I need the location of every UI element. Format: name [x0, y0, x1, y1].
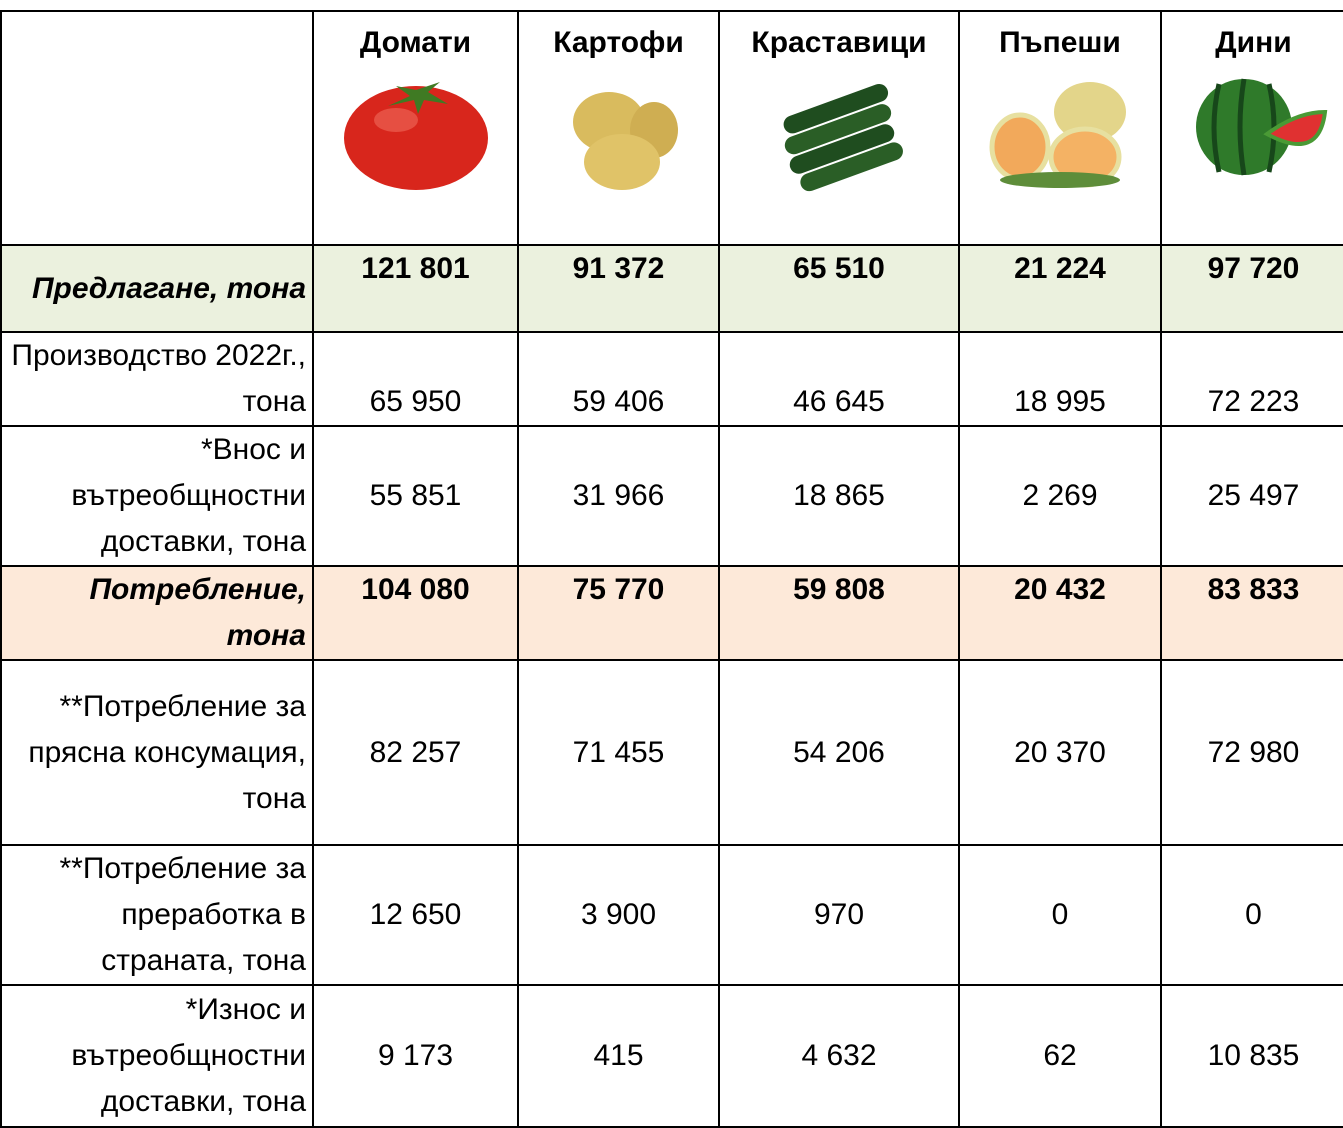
value-cell: 18 995	[959, 332, 1161, 426]
value-cell: 83 833	[1161, 566, 1343, 660]
row-label: *Внос и вътреобщностни доставки, тона	[1, 426, 313, 566]
value-cell: 75 770	[518, 566, 719, 660]
balance-table: Домати Картофи Краставици Пъпеши	[0, 10, 1343, 1128]
value-cell: 54 206	[719, 660, 959, 845]
row-label: Потребление, тона	[1, 566, 313, 660]
row-label: **Потребление за прясна консумация, тона	[1, 660, 313, 845]
value-cell: 46 645	[719, 332, 959, 426]
value-cell: 21 224	[959, 245, 1161, 332]
row-label: **Потребление за преработка в страната, …	[1, 845, 313, 985]
header-row: Домати Картофи Краставици Пъпеши	[1, 11, 1343, 245]
melon-image	[980, 72, 1140, 192]
value-cell: 121 801	[313, 245, 518, 332]
value-cell: 59 808	[719, 566, 959, 660]
table-row: **Потребление за преработка в страната, …	[1, 845, 1343, 985]
column-title: Пъпеши	[960, 12, 1160, 66]
header-cell: Дини	[1161, 11, 1343, 245]
value-cell: 65 950	[313, 332, 518, 426]
value-cell: 62	[959, 985, 1161, 1127]
row-label: Предлагане, тона	[1, 245, 313, 332]
value-cell: 18 865	[719, 426, 959, 566]
row-label: *Износ и вътреобщностни доставки, тона	[1, 985, 313, 1127]
potato-image	[554, 72, 684, 192]
value-cell: 415	[518, 985, 719, 1127]
row-label: Производство 2022г., тона	[1, 332, 313, 426]
value-cell: 59 406	[518, 332, 719, 426]
header-cell: Картофи	[518, 11, 719, 245]
header-cell: Пъпеши	[959, 11, 1161, 245]
page: Table {"table": { "columns": ["Домати", …	[0, 0, 1343, 1113]
column-title: Картофи	[519, 12, 718, 66]
value-cell: 72 980	[1161, 660, 1343, 845]
page-body: Домати Картофи Краставици Пъпеши	[0, 0, 1343, 1113]
header-cell: Краставици	[719, 11, 959, 245]
header-cell: Домати	[313, 11, 518, 245]
value-cell: 9 173	[313, 985, 518, 1127]
column-title: Краставици	[720, 12, 958, 66]
corner-cell	[1, 11, 313, 245]
value-cell: 72 223	[1161, 332, 1343, 426]
table-row: **Потребление за прясна консумация, тона…	[1, 660, 1343, 845]
value-cell: 970	[719, 845, 959, 985]
value-cell: 3 900	[518, 845, 719, 985]
value-cell: 82 257	[313, 660, 518, 845]
value-cell: 31 966	[518, 426, 719, 566]
value-cell: 4 632	[719, 985, 959, 1127]
value-cell: 91 372	[518, 245, 719, 332]
table-wrap: Домати Картофи Краставици Пъпеши	[0, 10, 1343, 1128]
column-title: Дини	[1162, 12, 1343, 66]
value-cell: 20 432	[959, 566, 1161, 660]
value-cell: 104 080	[313, 566, 518, 660]
value-cell: 0	[1161, 845, 1343, 985]
watermelon-image	[1179, 72, 1329, 192]
column-title: Домати	[314, 12, 517, 66]
value-cell: 97 720	[1161, 245, 1343, 332]
tomato-image	[341, 72, 491, 192]
value-cell: 20 370	[959, 660, 1161, 845]
value-cell: 0	[959, 845, 1161, 985]
value-cell: 12 650	[313, 845, 518, 985]
value-cell: 71 455	[518, 660, 719, 845]
cucumber-image	[769, 72, 909, 192]
value-cell: 55 851	[313, 426, 518, 566]
value-cell: 65 510	[719, 245, 959, 332]
value-cell: 2 269	[959, 426, 1161, 566]
value-cell: 10 835	[1161, 985, 1343, 1127]
value-cell: 25 497	[1161, 426, 1343, 566]
